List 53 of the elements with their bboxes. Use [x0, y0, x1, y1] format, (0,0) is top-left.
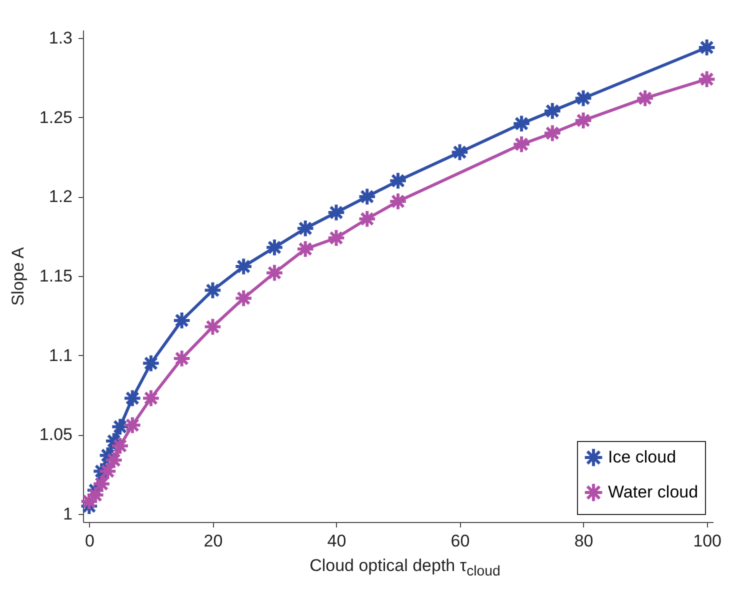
y-tick-label: 1 [63, 504, 72, 524]
point [92, 474, 111, 494]
point [697, 38, 716, 57]
point [326, 228, 346, 248]
point [326, 203, 346, 222]
x-tick-label: 40 [327, 532, 346, 550]
x-axis-title: Cloud optical depth τ$_{cloud}$ [308, 556, 502, 580]
point [234, 288, 253, 308]
x-tick-label: 100 [693, 532, 722, 550]
point [172, 349, 192, 368]
point [574, 111, 593, 130]
y-axis-title: Slope A [8, 246, 28, 306]
y-tick-label: 1.3 [48, 28, 72, 48]
x-tick-label: 0 [84, 532, 94, 550]
point [104, 450, 124, 470]
y-tick-label: 1.1 [48, 346, 72, 365]
point [388, 171, 408, 190]
y-tick-label: 1.2 [48, 187, 72, 206]
y-tick-label: 1.15 [39, 266, 72, 286]
point [512, 134, 531, 154]
point [358, 209, 377, 228]
y-tick-label: 1.05 [39, 425, 72, 444]
point [512, 114, 531, 134]
point [203, 280, 222, 300]
legend-label: Ice cloud [608, 448, 676, 466]
point [697, 70, 716, 89]
point [543, 102, 562, 120]
point [110, 417, 130, 436]
point [265, 238, 284, 257]
point [388, 192, 408, 211]
point [172, 311, 192, 330]
point [142, 354, 160, 373]
point [110, 436, 130, 456]
point [574, 88, 593, 108]
x-tick-label: 80 [574, 532, 594, 550]
point [296, 240, 315, 258]
point [450, 142, 470, 162]
point [203, 317, 222, 336]
x-tick-label: 20 [204, 532, 223, 550]
point [142, 388, 160, 408]
point [543, 124, 562, 143]
point [265, 263, 284, 282]
point [123, 388, 142, 408]
point [296, 218, 315, 238]
legend-label: Water cloud [608, 482, 698, 502]
point [234, 257, 253, 276]
point [358, 187, 377, 206]
point [123, 416, 142, 435]
x-tick-label: 60 [450, 532, 470, 550]
point [636, 88, 654, 108]
point [98, 462, 118, 481]
point [86, 486, 105, 504]
y-tick-label: 1.25 [39, 108, 72, 127]
